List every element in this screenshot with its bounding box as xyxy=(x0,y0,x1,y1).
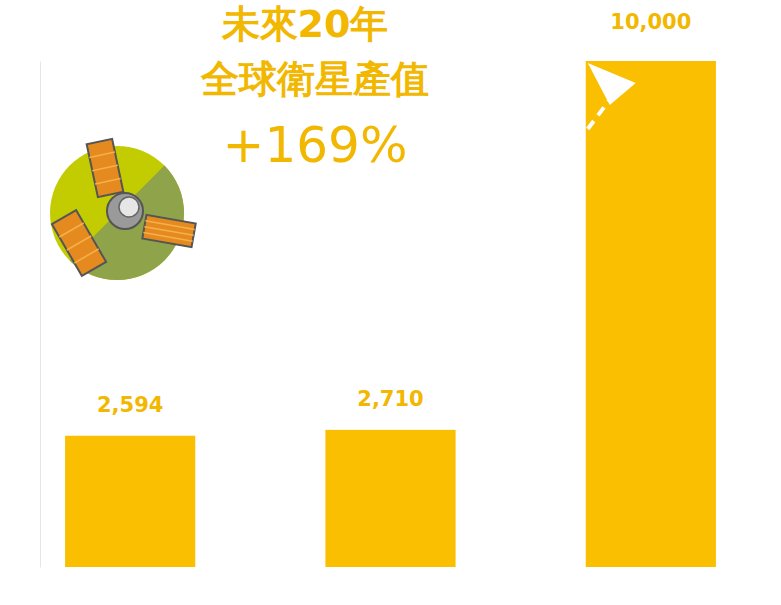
panel-line xyxy=(59,223,83,237)
y-axis xyxy=(40,62,41,568)
arrow-head xyxy=(588,63,636,105)
panel-line xyxy=(89,152,114,157)
subtitle: 全球衛星產值 xyxy=(200,57,429,101)
data-labels: 2,594 2,710 10,000 xyxy=(97,10,691,417)
x-axis-line xyxy=(1,567,781,568)
panel-line xyxy=(92,165,117,170)
satellite-body xyxy=(107,193,143,229)
panel-line xyxy=(67,236,91,250)
satellite-dish xyxy=(119,197,139,217)
bar xyxy=(65,436,195,567)
annotation: +169% xyxy=(223,116,408,174)
bars xyxy=(65,61,716,567)
solar-panel xyxy=(87,139,124,197)
chart: 未來20年全球衛星產值 +169% 2,594 2,710 10,000 xyxy=(0,0,781,605)
panel-body xyxy=(87,139,124,197)
title: 未來20年 xyxy=(221,2,389,46)
solar-panel xyxy=(52,210,106,276)
data-label: 2,594 xyxy=(97,393,163,417)
bar xyxy=(586,61,716,567)
icon-circle xyxy=(50,146,184,280)
panel-body xyxy=(52,210,106,276)
panel-line xyxy=(143,233,192,242)
data-label: 10,000 xyxy=(610,10,691,34)
panel-line xyxy=(74,249,98,263)
break-arrow xyxy=(588,63,636,129)
y-axis-line xyxy=(40,62,41,568)
solar-panel xyxy=(142,215,195,247)
panel-body xyxy=(142,215,195,247)
panel-line xyxy=(95,179,120,184)
bar xyxy=(325,430,455,567)
satellite-icon xyxy=(50,139,196,280)
data-label: 2,710 xyxy=(357,387,423,411)
